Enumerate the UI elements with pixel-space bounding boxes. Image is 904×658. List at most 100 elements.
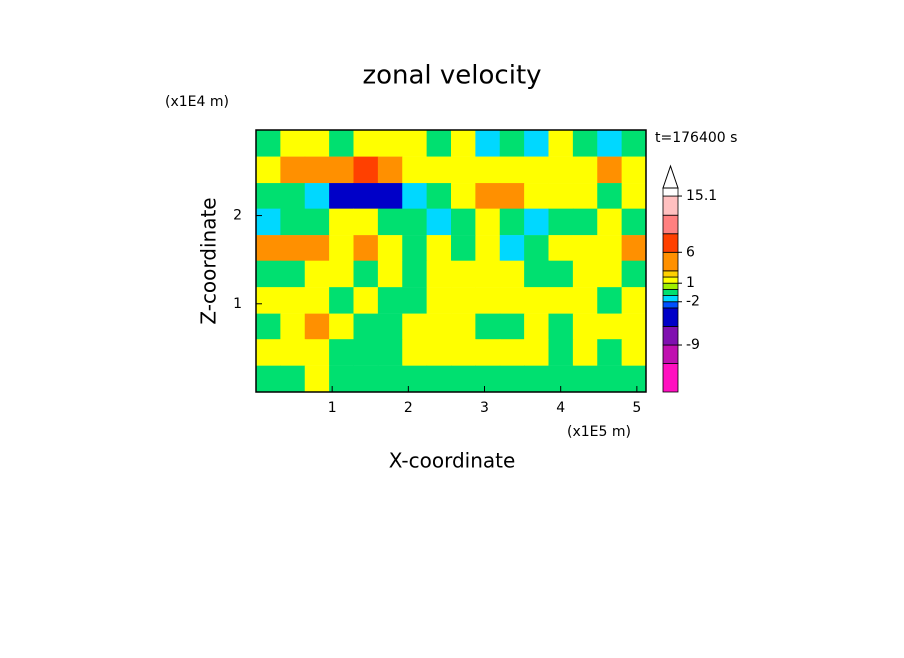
contour-cell	[426, 208, 452, 236]
contour-cell	[353, 313, 379, 341]
contour-cell	[280, 313, 306, 341]
contour-cell	[402, 287, 428, 314]
contour-cell	[499, 313, 525, 341]
x-tick-label: 2	[404, 400, 413, 416]
x-axis-label: X-coordinate	[389, 449, 516, 473]
contour-cell	[499, 130, 525, 157]
contour-cell	[524, 130, 549, 157]
contour-cell	[402, 235, 428, 262]
contour-cell	[426, 183, 452, 210]
contour-cell	[329, 183, 354, 210]
contour-cell	[402, 183, 428, 210]
contour-cell	[597, 130, 623, 157]
colorbar-tick-label: 6	[686, 244, 695, 260]
contour-cell	[621, 287, 647, 314]
contour-cell	[475, 339, 501, 366]
contour-cell	[621, 183, 647, 210]
contour-cell	[621, 365, 647, 393]
contour-cell	[329, 208, 354, 236]
contour-cell	[597, 365, 623, 393]
contour-cell	[475, 235, 501, 262]
contour-cell	[280, 339, 306, 366]
contour-cell	[304, 339, 330, 366]
y-tick-label: 1	[233, 296, 242, 312]
contour-cell	[597, 287, 623, 314]
contour-cell	[475, 260, 501, 288]
contour-cell	[304, 287, 330, 314]
contour-cell	[524, 235, 549, 262]
chart-title: zonal velocity	[362, 61, 541, 91]
colorbar-segment	[662, 295, 679, 303]
contour-cell	[402, 156, 428, 184]
contour-cell	[353, 183, 379, 210]
colorbar-segment	[662, 195, 679, 216]
contour-cell	[499, 365, 525, 393]
x-tick-label: 4	[556, 400, 565, 416]
colorbar-tick-label: 1	[686, 275, 695, 291]
contour-cell	[475, 208, 501, 236]
contour-cell	[304, 365, 330, 393]
contour-cell	[280, 156, 306, 184]
colorbar-segment	[662, 233, 679, 253]
contour-cell	[475, 365, 501, 393]
contour-cell	[280, 130, 306, 157]
colorbar-extension	[662, 164, 679, 189]
contour-cell	[280, 208, 306, 236]
colorbar-segment	[662, 363, 679, 393]
contour-cell	[353, 156, 379, 184]
contour-cell	[621, 235, 647, 262]
contour-cell	[329, 339, 354, 366]
contour-cell	[548, 156, 574, 184]
contour-cell	[329, 313, 354, 341]
contour-cell	[475, 183, 501, 210]
contour-cell	[304, 183, 330, 210]
contour-cell	[426, 130, 452, 157]
contour-cell	[499, 260, 525, 288]
contour-cell	[304, 313, 330, 341]
contour-cell	[402, 365, 428, 393]
contour-cell	[256, 208, 281, 236]
contour-cell	[499, 287, 525, 314]
colorbar-segment	[662, 326, 679, 346]
contour-cell	[451, 313, 476, 341]
contour-cell	[548, 130, 574, 157]
colorbar-segment	[662, 344, 679, 364]
contour-cell	[548, 208, 574, 236]
contour-cell	[597, 183, 623, 210]
contour-cell	[353, 287, 379, 314]
contour-cell	[451, 130, 476, 157]
contour-cell	[402, 313, 428, 341]
contour-cell	[426, 313, 452, 341]
contour-cell	[280, 260, 306, 288]
contour-cell	[475, 156, 501, 184]
contour-cell	[524, 287, 549, 314]
time-annotation: t=176400 s	[655, 130, 737, 146]
contour-cell	[621, 156, 647, 184]
contour-cell	[499, 235, 525, 262]
contour-cell	[402, 260, 428, 288]
contour-cell	[377, 156, 403, 184]
contour-cell	[524, 339, 549, 366]
contour-cell	[256, 156, 281, 184]
y-unit: (x1E4 m)	[165, 94, 229, 110]
contour-cell	[572, 339, 598, 366]
colorbar-segment	[662, 270, 679, 278]
contour-cell	[597, 156, 623, 184]
contour-cell	[451, 183, 476, 210]
contour-cell	[572, 156, 598, 184]
contour-cell	[524, 313, 549, 341]
contour-cell	[524, 156, 549, 184]
contour-cell	[329, 235, 354, 262]
contour-cell	[451, 260, 476, 288]
contour-cell	[621, 260, 647, 288]
contour-cell	[524, 208, 549, 236]
contour-cell	[572, 365, 598, 393]
contour-cell	[426, 287, 452, 314]
x-tick-label: 5	[632, 400, 641, 416]
contour-cell	[572, 313, 598, 341]
contour-cell	[499, 208, 525, 236]
contour-cell	[621, 339, 647, 366]
colorbar-segment	[662, 288, 679, 296]
contour-cell	[353, 130, 379, 157]
